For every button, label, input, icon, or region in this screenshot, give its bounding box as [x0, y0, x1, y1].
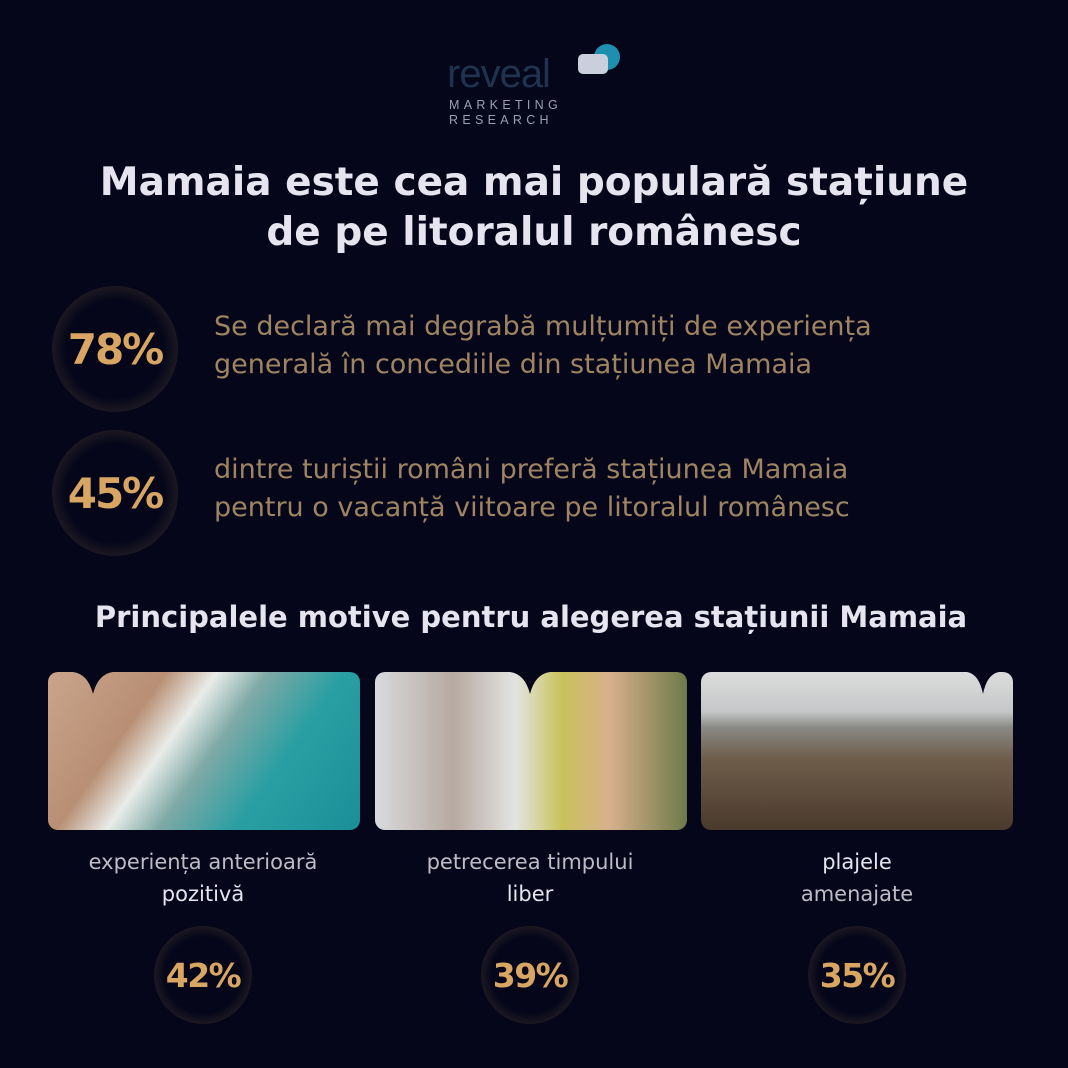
reason-circle-42: 42% — [154, 926, 252, 1024]
page-title: Mamaia este cea mai populară stațiune de… — [0, 158, 1068, 258]
beach-umbrellas-photo — [701, 672, 1013, 830]
reason-label-1: experiența anterioară pozitivă — [38, 846, 368, 910]
stat-2-line-1: dintre turiștii români preferă stațiunea… — [214, 454, 849, 485]
reason-2-line-1: petrecerea timpului — [426, 850, 634, 874]
logo-line-research: RESEARCH — [449, 113, 553, 127]
reason-3-line-2: amenajate — [800, 882, 914, 906]
cocktail-photo — [375, 672, 687, 830]
stat-2-line-2: pentru o vacanță viitoare pe litoralul r… — [214, 492, 850, 523]
stat-text-2: dintre turiștii români preferă stațiunea… — [214, 451, 850, 527]
title-line-1: Mamaia este cea mai populară stațiune — [99, 160, 969, 205]
title-line-2: de pe litoralul românesc — [266, 210, 802, 255]
stat-text-1: Se declară mai degrabă mulțumiți de expe… — [214, 308, 872, 384]
reason-3-line-1: plajele — [822, 850, 892, 874]
notch-decoration — [73, 672, 113, 694]
stat-1-line-2: generală în concediile din stațiunea Mam… — [214, 349, 813, 380]
stat-circle-45: 45% — [52, 430, 178, 556]
reason-label-2: petrecerea timpului liber — [365, 846, 695, 910]
aerial-beach-photo — [48, 672, 360, 830]
logo-wordmark: reveal — [447, 52, 551, 96]
section-title: Principalele motive pentru alegerea staț… — [94, 600, 968, 634]
stat-circle-78: 78% — [52, 286, 178, 412]
stat-1-line-1: Se declară mai degrabă mulțumiți de expe… — [214, 311, 872, 342]
logo-mark-icon — [578, 44, 620, 78]
reason-1-line-1: experiența anterioară — [88, 850, 318, 874]
reason-2-line-2: liber — [506, 882, 554, 906]
logo-line-marketing: MARKETING — [449, 98, 563, 112]
reason-circle-35: 35% — [808, 926, 906, 1024]
reason-1-line-2: pozitivă — [161, 882, 245, 906]
reason-circle-39: 39% — [481, 926, 579, 1024]
reason-label-3: plajele amenajate — [692, 846, 1022, 910]
notch-decoration — [967, 672, 999, 694]
notch-decoration — [510, 672, 550, 694]
